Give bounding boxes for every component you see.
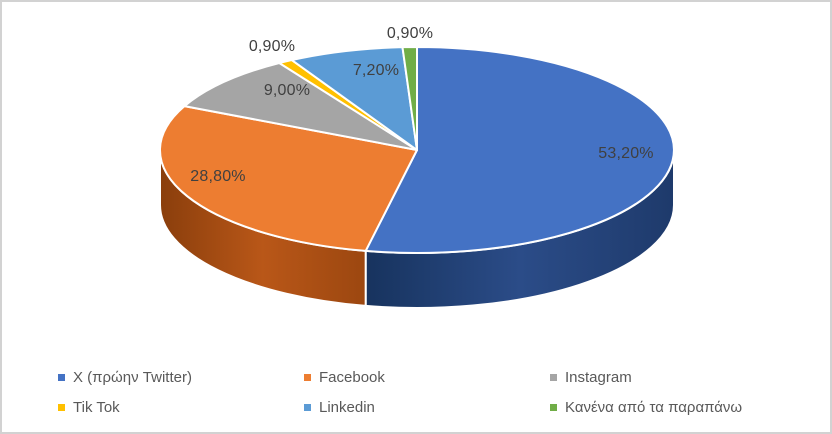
legend-swatch-linkedin [304,403,311,411]
pie-slice-none-of-the-above [401,45,418,151]
legend-swatch-none-of-the-above [550,403,557,411]
legend-item-linkedin: Linkedin [304,392,550,422]
legend-item-tik-tok: Tik Tok [58,392,304,422]
legend-swatch-facebook [304,373,311,381]
legend-label-none-of-the-above: Κανένα από τα παραπάνω [565,398,743,416]
legend-item-instagram: Instagram [550,362,796,392]
pie-slice-instagram [183,62,418,151]
chart-legend: X (πρώην Twitter) Facebook Instagram Tik To… [58,362,796,422]
legend-swatch-tik-tok [58,403,65,411]
pie-slice-facebook [159,105,418,252]
legend-item-facebook: Facebook [304,362,550,392]
legend-item-x-former-twitter: X (πρώην Twitter) [58,362,304,392]
legend-label-linkedin: Linkedin [319,398,375,416]
pie-slice-linkedin [290,46,418,151]
legend-item-none-of-the-above: Κανένα από τα παραπάνω [550,392,796,422]
legend-label-facebook: Facebook [319,368,385,386]
legend-swatch-instagram [550,373,557,381]
legend-swatch-x-former-twitter [58,373,65,381]
legend-label-instagram: Instagram [565,368,632,386]
pie-slice-x-former-twitter [364,46,675,254]
legend-label-tik-tok: Tik Tok [73,398,120,416]
legend-label-x-former-twitter: X (πρώην Twitter) [73,368,192,386]
